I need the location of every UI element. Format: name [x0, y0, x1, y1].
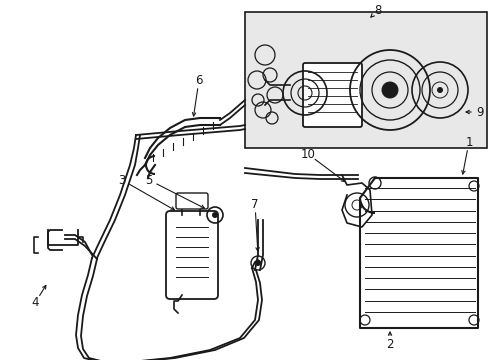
Text: 1: 1 — [464, 135, 472, 148]
FancyBboxPatch shape — [176, 193, 207, 209]
Circle shape — [254, 260, 261, 266]
Circle shape — [381, 82, 397, 98]
Text: 4: 4 — [31, 297, 39, 310]
Text: 2: 2 — [386, 338, 393, 351]
Circle shape — [212, 212, 218, 218]
Text: 5: 5 — [145, 174, 152, 186]
Circle shape — [436, 87, 442, 93]
Text: 9: 9 — [475, 105, 483, 118]
Text: 8: 8 — [373, 4, 381, 17]
FancyBboxPatch shape — [165, 211, 218, 299]
FancyBboxPatch shape — [303, 63, 361, 127]
Text: 10: 10 — [300, 148, 315, 161]
Text: 6: 6 — [195, 73, 203, 86]
Text: 7: 7 — [251, 198, 258, 211]
Bar — [244, 12, 486, 148]
Text: 3: 3 — [118, 174, 125, 186]
